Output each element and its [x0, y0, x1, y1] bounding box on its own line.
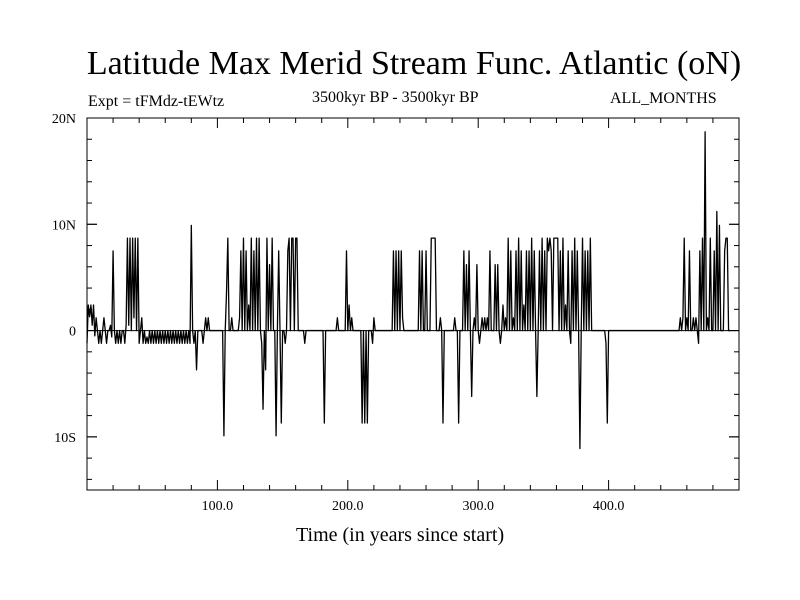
experiment-label: Expt = tFMdz-tEWtz	[88, 93, 225, 110]
series-layer	[86, 131, 730, 450]
series-line	[86, 131, 730, 450]
time-range-label: 3500kyr BP - 3500kyr BP	[312, 89, 479, 106]
plot-frame	[86, 117, 740, 491]
y-tick-label: 20N	[52, 112, 76, 127]
y-tick-label: 10N	[52, 218, 76, 233]
x-axis-label: Time (in years since start)	[296, 524, 505, 546]
x-tick-label: 300.0	[462, 499, 494, 514]
y-tick-label: 0	[69, 325, 76, 340]
ticks-layer	[87, 117, 739, 490]
x-tick-label: 200.0	[332, 499, 364, 514]
x-tick-label: 400.0	[593, 499, 625, 514]
tick-labels-layer: 100.0 200.0 300.0 400.0 10S 0 10N 20N	[52, 112, 624, 514]
chart-title: Latitude Max Merid Stream Func. Atlantic…	[86, 45, 742, 82]
months-label: ALL_MONTHS	[610, 90, 717, 107]
y-tick-label: 10S	[54, 431, 76, 446]
x-tick-label: 100.0	[202, 499, 234, 514]
